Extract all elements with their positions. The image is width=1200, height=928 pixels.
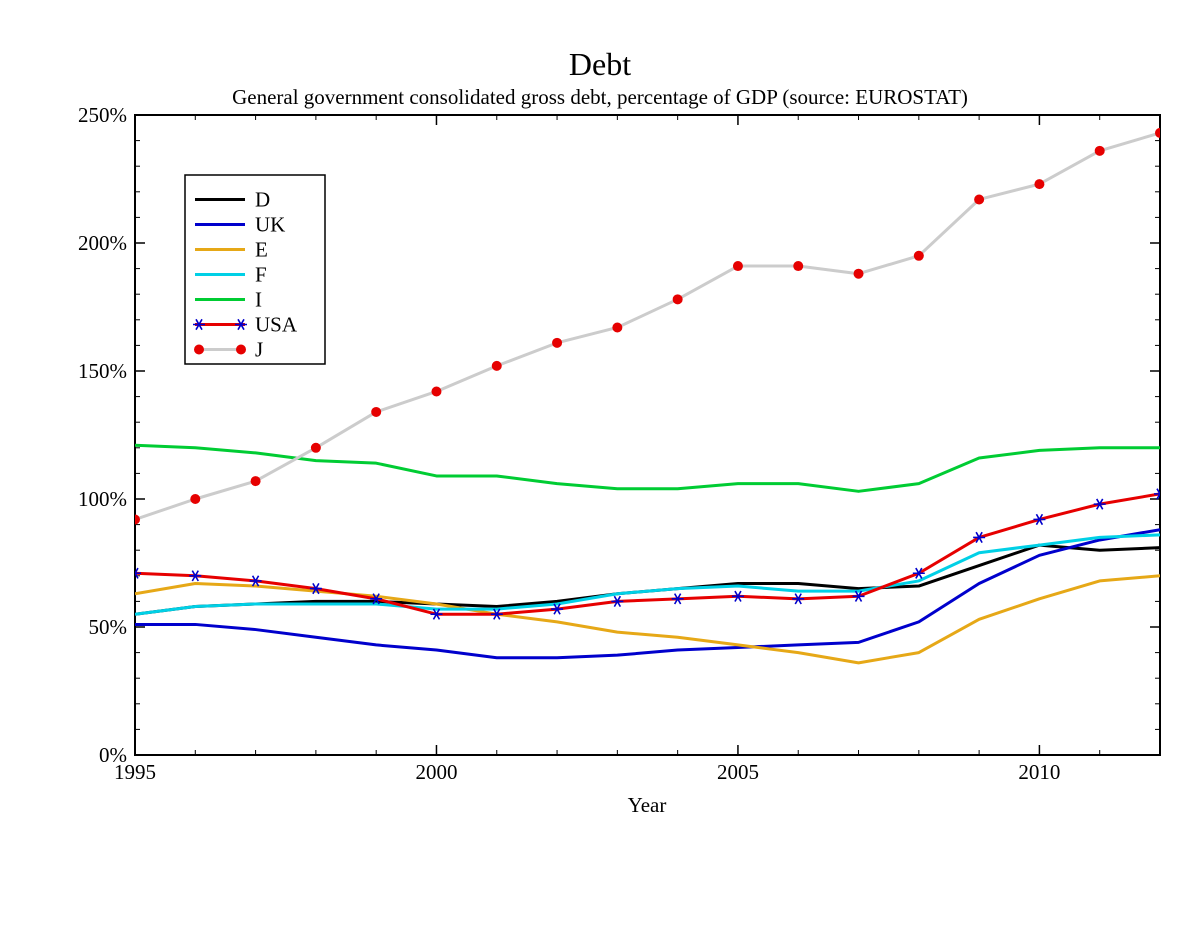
marker-J xyxy=(190,494,200,504)
marker-J xyxy=(311,443,321,453)
legend-label-J: J xyxy=(255,338,263,362)
y-tick-label: 50% xyxy=(89,615,128,639)
y-tick-label: 0% xyxy=(99,743,127,767)
legend-label-E: E xyxy=(255,238,268,262)
legend-label-USA: USA xyxy=(255,313,298,337)
marker-J xyxy=(1155,128,1165,138)
marker-USA xyxy=(1033,514,1045,524)
x-axis-label: Year xyxy=(628,793,667,817)
series-USA xyxy=(135,494,1160,614)
legend-label-F: F xyxy=(255,263,267,287)
marker-J xyxy=(974,194,984,204)
marker-USA xyxy=(732,591,744,601)
marker-J xyxy=(914,251,924,261)
legend: DUKEFIUSAJ xyxy=(185,175,325,364)
chart-container: Debt General government consolidated gro… xyxy=(0,0,1200,928)
marker-J xyxy=(612,322,622,332)
marker-J xyxy=(1095,146,1105,156)
marker-J xyxy=(371,407,381,417)
y-tick-label: 100% xyxy=(78,487,127,511)
y-tick-label: 150% xyxy=(78,359,127,383)
x-tick-label: 2005 xyxy=(717,760,759,784)
marker-USA xyxy=(189,571,201,581)
marker-J xyxy=(251,476,261,486)
legend-label-UK: UK xyxy=(255,213,285,237)
marker-J xyxy=(854,269,864,279)
marker-USA xyxy=(672,594,684,604)
series-E xyxy=(135,576,1160,663)
marker-J xyxy=(431,386,441,396)
marker-J xyxy=(673,294,683,304)
legend-marker-J xyxy=(194,345,204,355)
marker-J xyxy=(492,361,502,371)
marker-USA xyxy=(1094,499,1106,509)
marker-USA xyxy=(611,596,623,606)
marker-J xyxy=(1034,179,1044,189)
legend-label-D: D xyxy=(255,188,270,212)
chart-subtitle: General government consolidated gross de… xyxy=(232,85,968,109)
chart-title: Debt xyxy=(569,46,631,82)
marker-J xyxy=(733,261,743,271)
chart-svg: Debt General government consolidated gro… xyxy=(0,0,1200,928)
marker-J xyxy=(793,261,803,271)
x-tick-label: 2010 xyxy=(1018,760,1060,784)
y-tick-label: 250% xyxy=(78,103,127,127)
series-I xyxy=(135,445,1160,491)
marker-J xyxy=(552,338,562,348)
y-tick-label: 200% xyxy=(78,231,127,255)
marker-J xyxy=(130,514,140,524)
x-tick-label: 2000 xyxy=(415,760,457,784)
legend-label-I: I xyxy=(255,288,262,312)
legend-marker-J xyxy=(236,345,246,355)
marker-USA xyxy=(792,594,804,604)
